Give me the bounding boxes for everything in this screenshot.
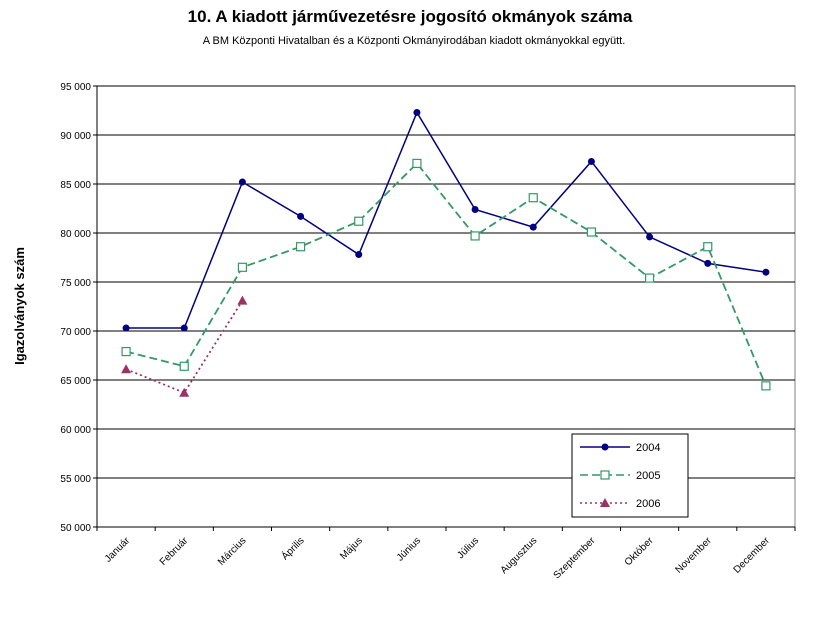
y-tick-label: 90 000: [60, 131, 91, 142]
point: [600, 470, 610, 480]
y-tick-label: 65 000: [60, 376, 91, 387]
y-tick-label: 80 000: [60, 229, 91, 240]
y-tick-label: 55 000: [60, 474, 91, 485]
point: [121, 364, 132, 374]
y-axis-label: Igazolványok szám: [12, 247, 27, 365]
x-tick-label: Február: [158, 535, 191, 568]
point: [470, 231, 480, 241]
x-tick-label: Január: [103, 535, 133, 565]
point: [587, 157, 595, 165]
point: [704, 259, 712, 267]
x-tick-label: November: [673, 535, 714, 576]
y-tick-label: 75 000: [60, 278, 91, 289]
x-tick-label: Augusztus: [499, 535, 540, 576]
chart-title: 10. A kiadott járművezetésre jogosító ok…: [188, 7, 633, 26]
point: [354, 216, 364, 226]
x-tick-label: Március: [216, 535, 249, 568]
point: [601, 443, 609, 451]
point: [180, 324, 188, 332]
point: [237, 295, 248, 305]
y-tick-label: 85 000: [60, 180, 91, 191]
point: [355, 251, 363, 259]
point: [528, 193, 538, 203]
legend-label: 2005: [636, 470, 660, 482]
y-tick-label: 60 000: [60, 425, 91, 436]
y-tick-label: 50 000: [60, 523, 91, 534]
point: [471, 205, 479, 213]
x-tick-label: Szeptember: [552, 535, 598, 581]
point: [121, 346, 131, 357]
point: [600, 498, 610, 507]
point: [762, 268, 770, 276]
point: [586, 227, 597, 237]
y-tick-label: 95 000: [60, 82, 91, 93]
point: [237, 262, 248, 272]
point: [646, 233, 654, 241]
plot-area: [96, 85, 796, 528]
legend-label: 2006: [636, 498, 660, 510]
x-tick-label: Április: [278, 534, 306, 562]
point: [295, 242, 306, 252]
y-tick-label: 70 000: [60, 327, 91, 338]
point: [238, 178, 246, 186]
point: [179, 361, 189, 371]
point: [703, 242, 713, 252]
series-line: [126, 110, 767, 329]
x-tick-label: Június: [395, 535, 423, 563]
point: [179, 387, 190, 397]
series-line: [125, 162, 767, 387]
point: [413, 108, 421, 116]
x-tick-label: Október: [623, 535, 656, 568]
x-tick-label: Július: [455, 535, 481, 561]
legend-label: 2004: [636, 442, 660, 454]
chart-subtitle: A BM Központi Hivatalban és a Központi O…: [203, 35, 626, 47]
point: [529, 223, 537, 231]
point: [297, 212, 305, 220]
x-tick-label: Május: [338, 535, 365, 562]
point: [412, 158, 422, 169]
point: [644, 273, 655, 283]
point: [122, 324, 130, 332]
series-line: [125, 300, 244, 394]
x-tick-label: December: [732, 535, 773, 576]
point: [761, 381, 771, 391]
